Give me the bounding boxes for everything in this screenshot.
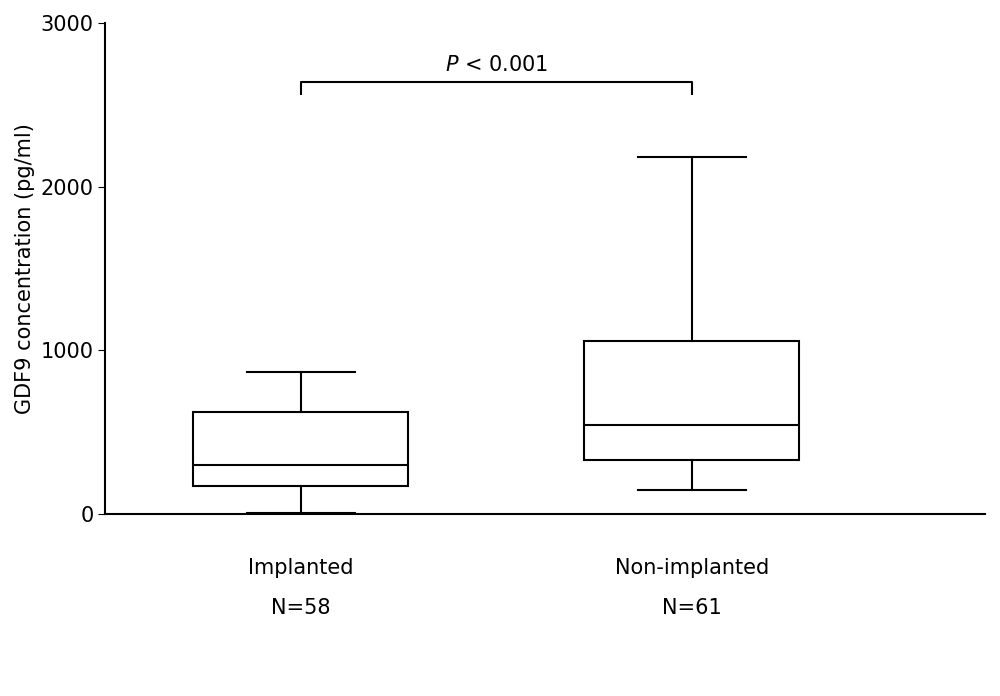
Text: N=61: N=61 [662, 598, 722, 618]
PathPatch shape [584, 342, 799, 460]
Text: Non-implanted: Non-implanted [615, 558, 769, 578]
PathPatch shape [193, 412, 408, 487]
Text: $\it{P}$ < 0.001: $\it{P}$ < 0.001 [445, 56, 548, 75]
Y-axis label: GDF9 concentration (pg/ml): GDF9 concentration (pg/ml) [15, 123, 35, 414]
Text: N=58: N=58 [271, 598, 331, 618]
Text: Implanted: Implanted [248, 558, 354, 578]
